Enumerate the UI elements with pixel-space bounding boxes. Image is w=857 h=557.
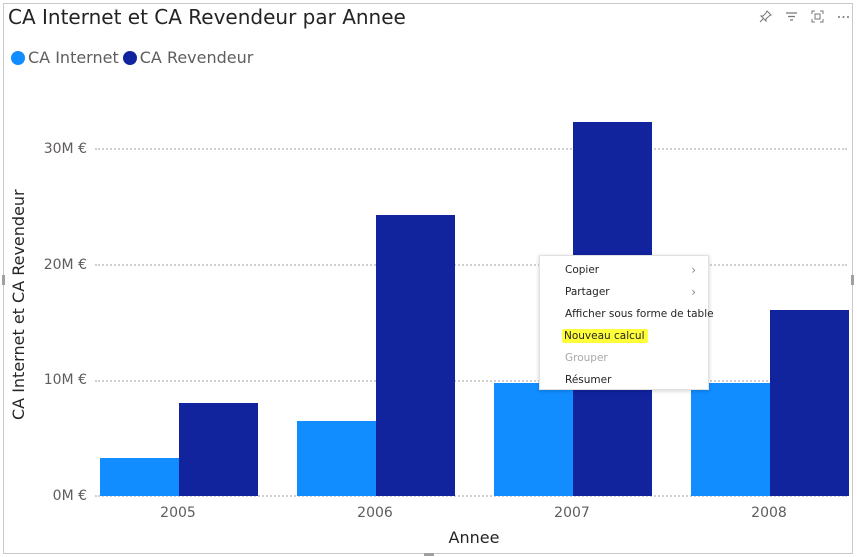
y-tick: 0M € bbox=[52, 488, 87, 504]
bar-ca-internet-2005[interactable] bbox=[100, 457, 179, 496]
legend-dot-icon bbox=[11, 50, 25, 65]
menu-item-grouper: Grouper bbox=[540, 347, 708, 369]
focus-mode-icon[interactable] bbox=[810, 9, 825, 24]
bar-ca-revendeur-2008[interactable] bbox=[770, 309, 849, 496]
menu-item-afficher-table[interactable]: Afficher sous forme de table bbox=[540, 303, 714, 325]
chart-title: CA Internet et CA Revendeur par Annee bbox=[8, 5, 406, 29]
menu-item-resumer[interactable]: Résumer bbox=[540, 369, 708, 391]
legend-dot-icon bbox=[122, 50, 137, 65]
bar-ca-revendeur-2005[interactable] bbox=[179, 403, 258, 496]
legend-item-ca-internet[interactable]: CA Internet bbox=[11, 48, 119, 67]
y-tick: 10M € bbox=[43, 372, 87, 388]
bar-ca-revendeur-2006[interactable] bbox=[376, 214, 455, 496]
legend-label: CA Revendeur bbox=[139, 48, 254, 67]
menu-item-nouveau-calcul[interactable]: Nouveau calcul bbox=[540, 325, 708, 347]
filter-icon[interactable] bbox=[784, 9, 799, 24]
gridline bbox=[95, 264, 847, 266]
gridline bbox=[95, 380, 847, 382]
gridline bbox=[95, 495, 847, 497]
menu-item-label: Nouveau calcul bbox=[562, 329, 648, 343]
x-axis-title: Annee bbox=[448, 528, 500, 547]
x-tick: 2006 bbox=[357, 505, 393, 521]
menu-item-label: Afficher sous forme de table bbox=[565, 308, 714, 320]
y-tick: 30M € bbox=[43, 141, 87, 157]
more-options-icon[interactable] bbox=[836, 9, 851, 24]
gridline bbox=[95, 148, 847, 150]
chevron-right-icon: › bbox=[691, 263, 696, 277]
menu-item-copier[interactable]: Copier › bbox=[540, 259, 708, 281]
resize-handle-right[interactable] bbox=[851, 275, 854, 285]
menu-item-label: Partager bbox=[565, 286, 610, 298]
bar-ca-internet-2007[interactable] bbox=[494, 382, 573, 496]
resize-handle-bottom[interactable] bbox=[424, 553, 434, 556]
x-tick: 2008 bbox=[751, 505, 787, 521]
bar-ca-internet-2008[interactable] bbox=[691, 382, 770, 496]
legend-label: CA Internet bbox=[28, 48, 119, 67]
x-tick: 2005 bbox=[160, 505, 196, 521]
menu-item-label: Résumer bbox=[565, 374, 612, 386]
menu-item-label: Copier bbox=[565, 264, 600, 276]
y-tick: 20M € bbox=[43, 257, 87, 273]
pin-icon[interactable] bbox=[758, 9, 773, 24]
legend: CA Internet CA Revendeur bbox=[11, 48, 257, 67]
resize-handle-left[interactable] bbox=[2, 275, 5, 285]
y-axis-title: CA Internet et CA Revendeur bbox=[9, 189, 28, 420]
x-tick: 2007 bbox=[554, 505, 590, 521]
legend-item-ca-revendeur[interactable]: CA Revendeur bbox=[122, 48, 254, 67]
menu-item-label: Grouper bbox=[565, 352, 608, 364]
context-menu: Copier › Partager › Afficher sous forme … bbox=[539, 255, 714, 391]
menu-item-partager[interactable]: Partager › bbox=[540, 281, 708, 303]
chevron-right-icon: › bbox=[691, 285, 696, 299]
bar-ca-internet-2006[interactable] bbox=[297, 420, 376, 496]
visual-header bbox=[758, 9, 851, 24]
